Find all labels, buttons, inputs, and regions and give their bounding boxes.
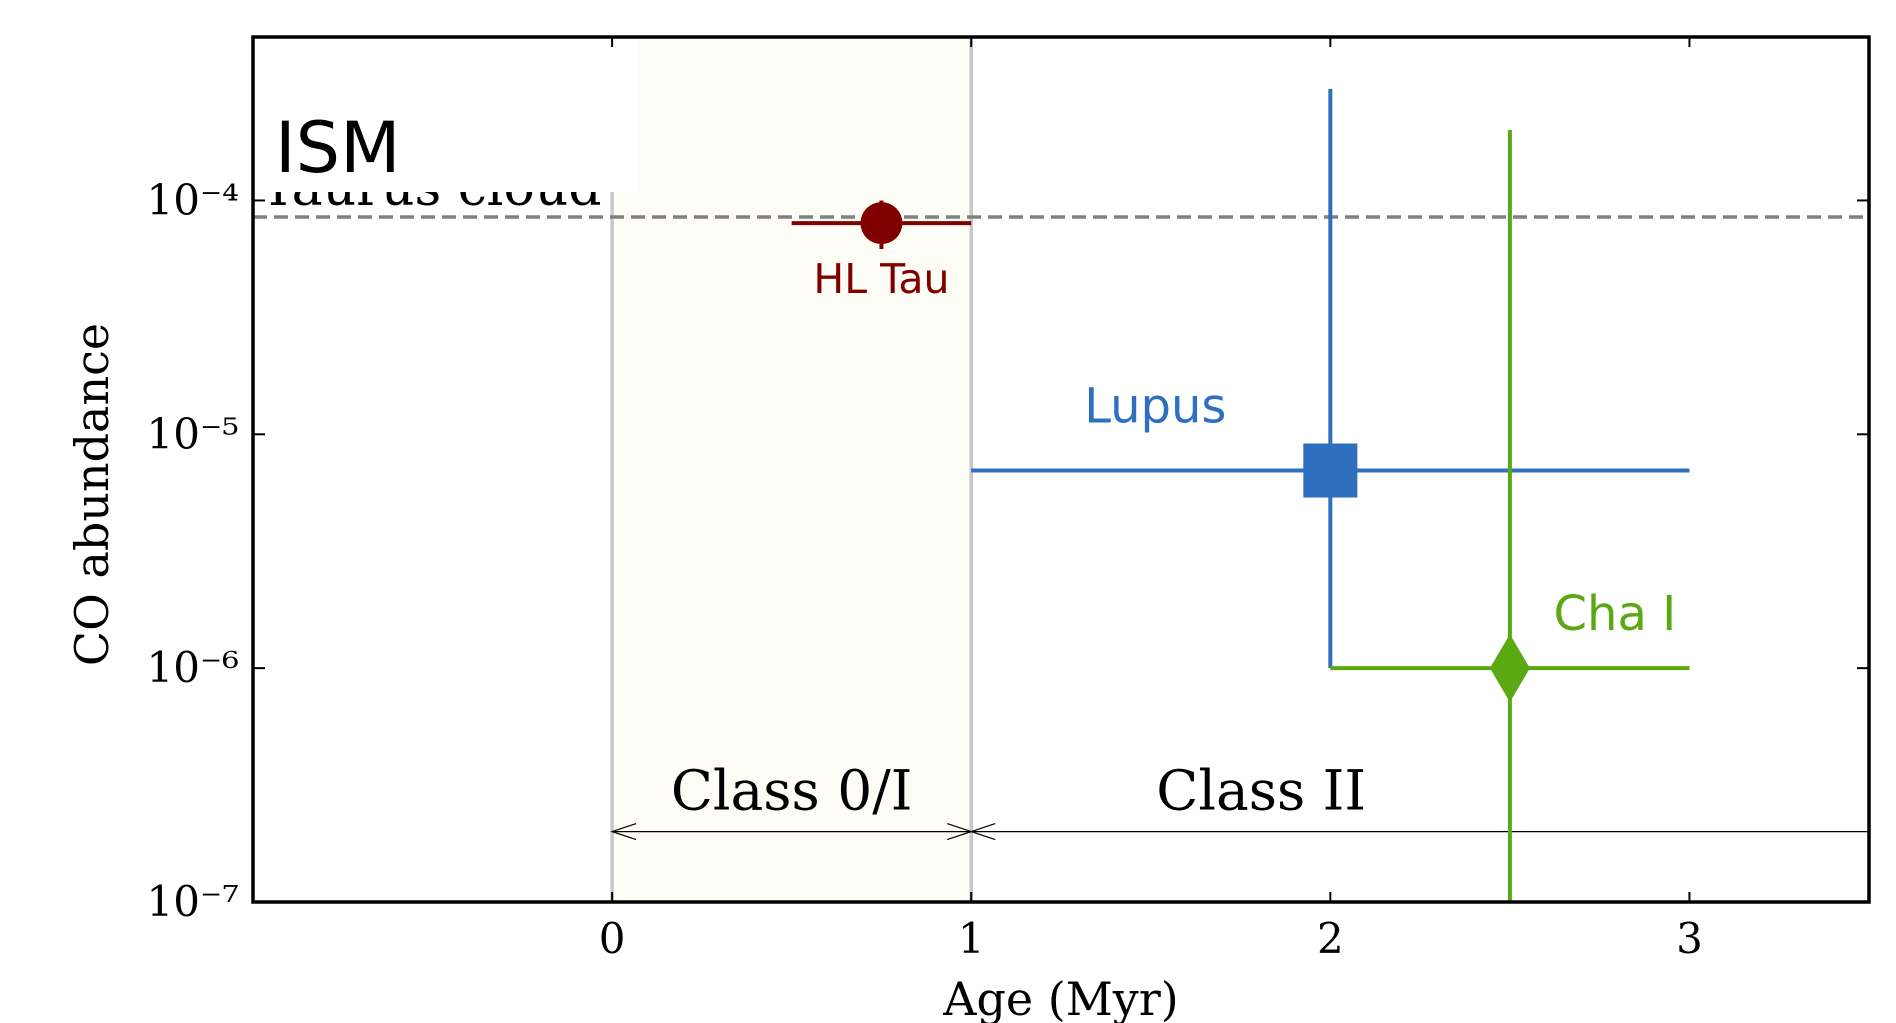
series-label: Lupus	[1084, 379, 1226, 435]
marker	[1303, 443, 1358, 498]
arrow-head	[610, 823, 637, 841]
y-tick-label: 10⁻⁶	[147, 643, 239, 692]
plot-frame	[251, 35, 1871, 904]
x-tick-label: 2	[1317, 914, 1344, 963]
y-axis-label: CO abundance	[65, 323, 119, 666]
y-tick-label: 10⁻⁵	[147, 409, 239, 458]
shaded-region	[612, 37, 972, 902]
x-axis-label: Age (Myr)	[942, 972, 1178, 1023]
x-tick-label: 0	[599, 914, 626, 963]
ism-label: ISM	[275, 107, 400, 189]
marker	[1489, 634, 1530, 703]
y-tick-label: 10⁻⁷	[147, 877, 239, 926]
marker	[860, 202, 903, 245]
stage-label: Class II	[1156, 759, 1366, 823]
x-tick-label: 1	[958, 914, 985, 963]
x-tick-label: 3	[1676, 914, 1703, 963]
y-tick-label: 10⁻⁴	[147, 175, 239, 224]
label-box	[257, 40, 637, 192]
series-label: Cha I	[1554, 586, 1677, 642]
arrow-head	[969, 823, 996, 841]
stage-label: Class 0/I	[671, 759, 913, 823]
series-label: HL Tau	[813, 255, 949, 303]
